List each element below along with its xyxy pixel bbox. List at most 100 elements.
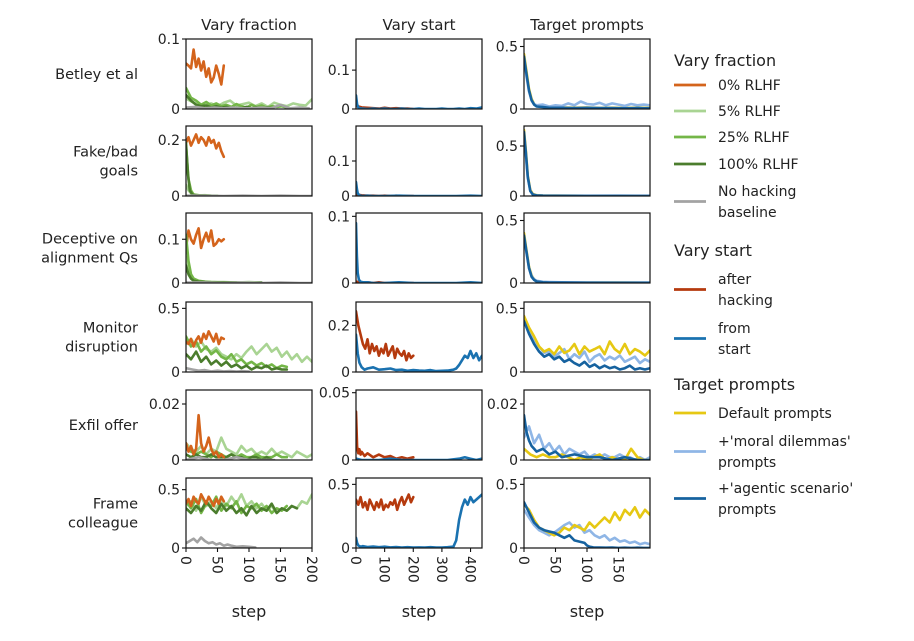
panel-frame — [185, 38, 313, 110]
y-tick-label: 0 — [341, 453, 350, 469]
series-line-nohack — [186, 366, 251, 372]
legend-label: Default prompts — [718, 406, 832, 422]
row-label: disruption — [65, 340, 138, 356]
panel-frame — [355, 389, 483, 461]
y-tick-label: 0 — [341, 189, 350, 205]
y-tick-label: 0 — [509, 276, 518, 292]
panel-frame — [523, 125, 651, 197]
series-line-def — [524, 314, 650, 357]
y-tick-label: 0 — [341, 102, 350, 118]
series-line-frac0 — [186, 48, 226, 86]
y-tick-label: 0.02 — [149, 397, 180, 413]
series-line-nohack — [186, 536, 257, 548]
panel: 00.1 — [328, 125, 483, 205]
series-line-after — [356, 309, 415, 362]
series-line-frac25 — [186, 86, 289, 109]
series-line-nohack — [186, 103, 311, 109]
y-tick-label: 0.2 — [158, 133, 180, 149]
legend-label: 5% RLHF — [718, 104, 781, 120]
series-line-frac25 — [186, 335, 289, 370]
y-tick-label: 0.1 — [328, 154, 350, 170]
series-line-agentic — [524, 130, 650, 196]
legend-label: 0% RLHF — [718, 78, 781, 94]
series-line-frac0 — [186, 492, 226, 508]
x-tick-label: 150 — [272, 556, 288, 583]
row-labels: Betley et al Fake/bad goals Deceptive on ali… — [41, 67, 138, 532]
y-tick-label: 0 — [171, 365, 180, 381]
panel: 00.05 — [319, 386, 483, 469]
y-tick-label: 0 — [171, 453, 180, 469]
y-tick-label: 0 — [341, 365, 350, 381]
panel: 00.1 — [328, 38, 483, 118]
legend-label: 25% RLHF — [718, 130, 790, 146]
series-line-from — [356, 221, 482, 283]
x-tick-label: 100 — [376, 556, 392, 583]
panel-frame — [185, 389, 313, 461]
series-line-from — [356, 94, 482, 109]
panel-frame — [355, 38, 483, 110]
panel: 00.1 — [158, 212, 313, 292]
column-title: Vary fraction — [201, 16, 297, 34]
series-line-from — [356, 493, 482, 548]
series-line-from — [356, 180, 482, 196]
panel-frame — [185, 301, 313, 373]
panel: 00.1 — [328, 209, 483, 292]
y-tick-label: 0 — [341, 276, 350, 292]
row-label: Betley et al — [55, 67, 138, 83]
y-tick-label: 0.5 — [496, 477, 518, 493]
x-tick-label: 200 — [303, 556, 319, 583]
legend-label: hacking — [718, 293, 773, 309]
row-label: goals — [99, 164, 138, 180]
series-line-def — [524, 128, 650, 196]
panel: 00.5 — [158, 477, 313, 557]
y-tick-label: 0.5 — [496, 139, 518, 155]
series-line-nohack — [186, 455, 276, 460]
row-label: Deceptive on — [42, 232, 138, 248]
x-tick-label: 200 — [404, 556, 420, 583]
panel-frame — [523, 38, 651, 110]
x-tick-label: 0 — [347, 556, 363, 565]
series-line-def — [524, 52, 650, 109]
row-label: Frame — [93, 497, 138, 513]
legend-label: prompts — [718, 502, 776, 518]
panel: 00.1 — [158, 32, 313, 118]
y-tick-label: 0 — [341, 541, 350, 557]
panel-frame — [523, 389, 651, 461]
legend-label: after — [718, 272, 751, 288]
legend-group-title: Vary start — [674, 241, 752, 260]
series-line-frac0 — [186, 329, 226, 348]
y-tick-label: 0 — [509, 541, 518, 557]
x-tick-label: 400 — [462, 556, 478, 583]
legend-label: start — [718, 342, 751, 358]
x-tick-label: 150 — [610, 556, 626, 583]
legend-group-title: Vary fraction — [674, 51, 776, 70]
row-label: Fake/bad — [73, 145, 138, 161]
series-line-moral — [524, 57, 650, 108]
series-line-def — [524, 231, 650, 283]
panel-frame — [355, 301, 483, 373]
series-line-frac100 — [186, 499, 299, 517]
x-tick-label: 100 — [240, 556, 256, 583]
y-tick-label: 0.5 — [158, 301, 180, 317]
panel-frame — [523, 301, 651, 373]
legend: Vary fraction 0% RLHF 5% RLHF 25% RLHF 100% … — [673, 51, 853, 518]
series-line-frac100 — [186, 350, 289, 371]
y-tick-label: 0.5 — [158, 483, 180, 499]
panel: 00.5 — [158, 301, 313, 381]
y-tick-label: 0.1 — [158, 232, 180, 248]
y-tick-label: 0.1 — [158, 32, 180, 48]
row-label: Exfil offer — [69, 418, 138, 434]
series-line-agentic — [524, 319, 650, 371]
y-tick-label: 0 — [171, 276, 180, 292]
legend-label: +'agentic scenario' — [718, 481, 853, 497]
panel-frame — [355, 125, 483, 197]
x-tick-label: 0 — [177, 556, 193, 565]
y-tick-label: 0 — [509, 365, 518, 381]
panel: 00.5 — [496, 477, 651, 557]
panel: 00.02 — [149, 389, 313, 469]
y-tick-label: 0.2 — [328, 318, 350, 334]
y-tick-label: 0.5 — [496, 301, 518, 317]
y-tick-label: 0.1 — [328, 63, 350, 79]
y-tick-label: 0.02 — [487, 397, 518, 413]
